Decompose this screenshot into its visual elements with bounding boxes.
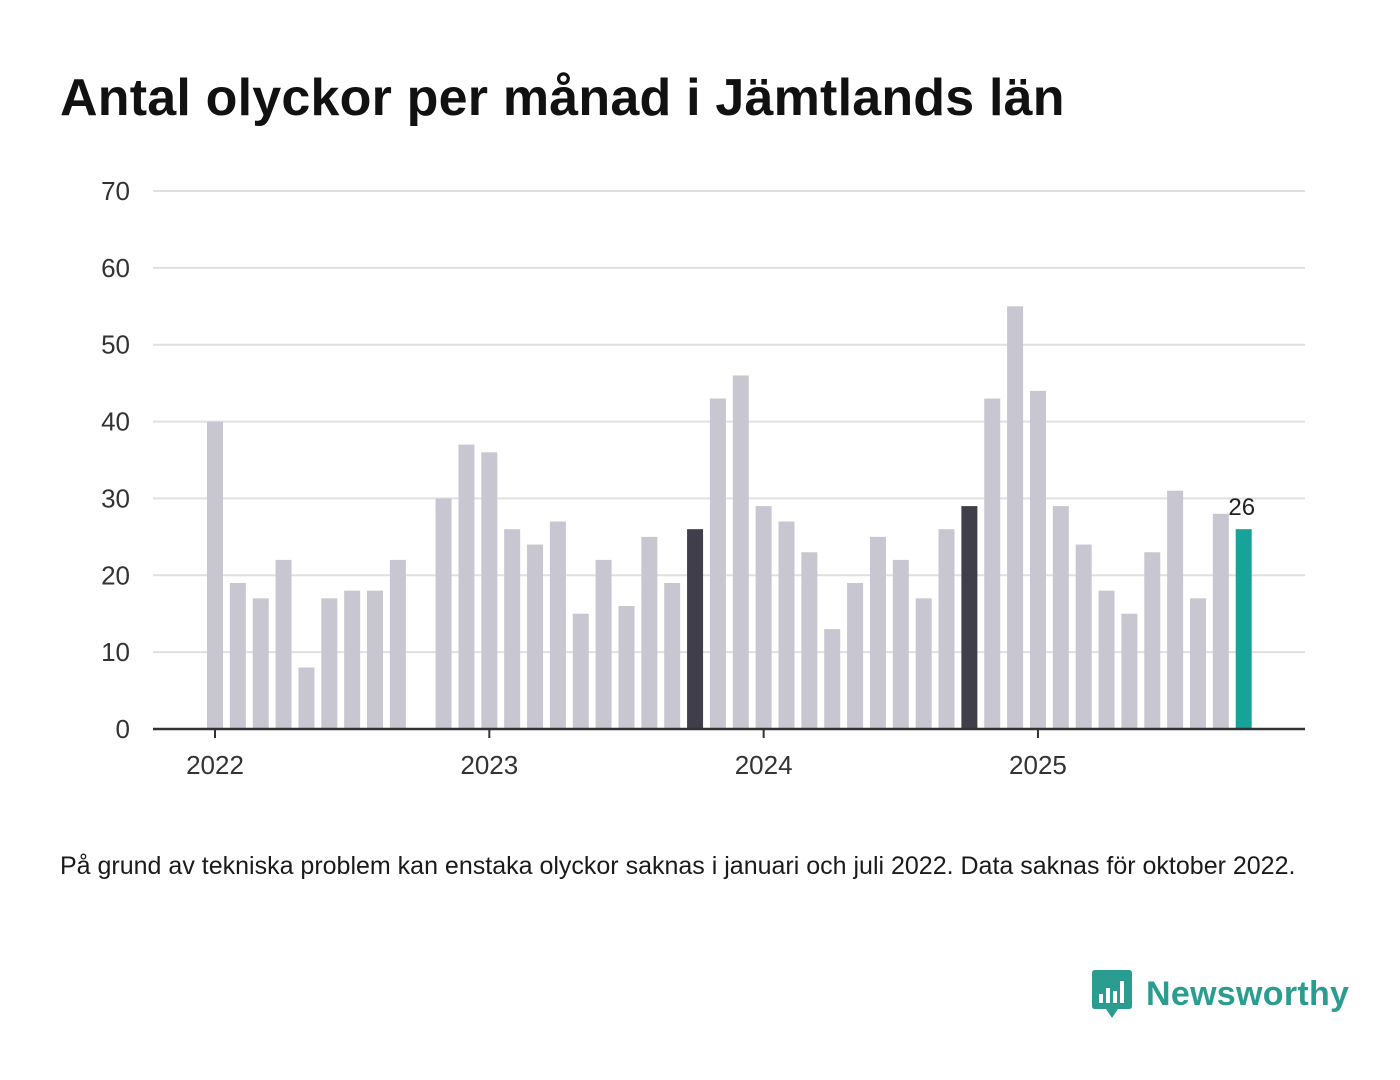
bar: [961, 506, 978, 729]
bar: [984, 398, 1001, 729]
bar: [481, 452, 498, 729]
bar: [1121, 613, 1138, 729]
bar: [732, 375, 749, 729]
bar: [1052, 506, 1069, 729]
bar: [1098, 590, 1115, 729]
bar: [367, 590, 384, 729]
bar: [641, 536, 658, 729]
x-tick-label: 2025: [1009, 750, 1067, 780]
x-tick-label: 2024: [735, 750, 793, 780]
footnote: På grund av tekniska problem kan enstaka…: [60, 852, 1296, 880]
bar: [549, 521, 566, 729]
bar: [915, 598, 932, 729]
brand-logo: Newsworthy: [1092, 970, 1349, 1018]
bar: [321, 598, 338, 729]
bar: [824, 629, 841, 729]
y-tick-label: 20: [101, 560, 130, 590]
y-tick-label: 70: [101, 176, 130, 206]
y-tick-label: 40: [101, 407, 130, 437]
bar: [1007, 306, 1024, 729]
bar: [572, 613, 589, 729]
bar: [664, 582, 681, 729]
bar: [229, 582, 246, 729]
y-tick-label: 10: [101, 637, 130, 667]
y-tick-label: 30: [101, 483, 130, 513]
x-tick-label: 2022: [186, 750, 244, 780]
bar: [207, 421, 223, 729]
y-tick-label: 60: [101, 253, 130, 283]
bar: [1029, 390, 1046, 729]
bar: [618, 606, 635, 729]
x-tick-label: 2023: [460, 750, 518, 780]
chart-title: Antal olyckor per månad i Jämtlands län: [60, 69, 1065, 127]
bar: [709, 398, 726, 729]
bar: [869, 536, 886, 729]
bar: [252, 598, 269, 729]
y-tick-label: 0: [116, 714, 130, 744]
bar: [595, 559, 612, 729]
bar: [527, 544, 544, 729]
bar: [778, 521, 795, 729]
bar: [938, 529, 955, 729]
bar: [1167, 490, 1184, 729]
bar: [344, 590, 361, 729]
bar: [755, 506, 772, 729]
bar: [847, 582, 864, 729]
bar: [687, 529, 704, 729]
bar: [892, 559, 909, 729]
y-tick-label: 50: [101, 330, 130, 360]
bar: [298, 667, 315, 729]
bar: [458, 444, 475, 729]
bar: [801, 552, 818, 729]
bar: [435, 498, 452, 729]
bar: [1144, 552, 1161, 729]
bar: [504, 529, 521, 729]
bar: [1075, 544, 1092, 729]
bar: [275, 559, 292, 729]
data-label: 26: [1228, 494, 1255, 521]
bar: [1189, 598, 1206, 729]
brand-name: Newsworthy: [1146, 974, 1350, 1013]
bar: [389, 559, 406, 729]
bar-chart: 0 10 20 30 40 50 60 70 2022 2023 2024 2025 26: [101, 176, 1305, 780]
newsworthy-logo-icon: [1092, 970, 1132, 1018]
bar: [1235, 529, 1252, 729]
bar: [1212, 513, 1229, 729]
